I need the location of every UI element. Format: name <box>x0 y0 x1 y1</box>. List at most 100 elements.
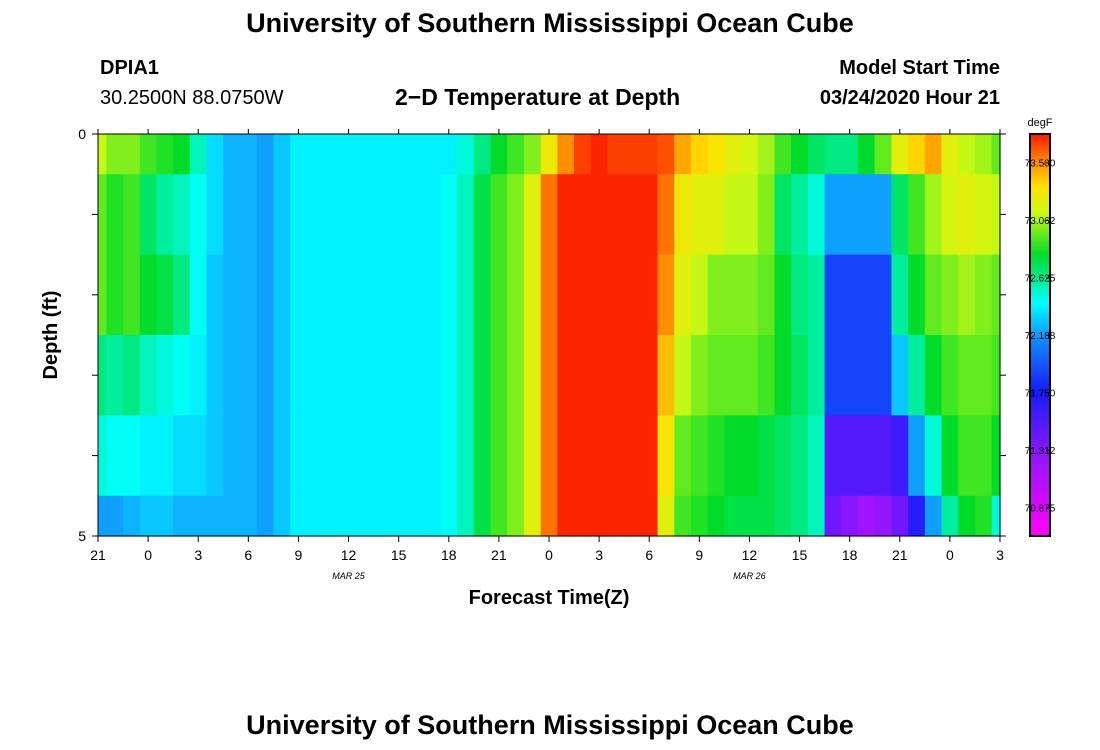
heatmap-cell <box>690 254 709 336</box>
colorbar-tick-label: 72.188 <box>1025 331 1056 342</box>
heatmap-cell <box>473 174 492 256</box>
heatmap-cell <box>640 415 659 497</box>
heatmap-cell <box>206 174 224 256</box>
heatmap-cell <box>974 335 993 416</box>
heatmap-cell <box>373 254 391 336</box>
page-title-top: University of Southern Mississippi Ocean… <box>246 8 854 38</box>
heatmap-cell <box>223 495 241 537</box>
heatmap-cell <box>924 415 943 497</box>
x-tick-label: 0 <box>545 547 553 563</box>
heatmap-cell <box>323 134 341 175</box>
heatmap-cell <box>724 335 742 416</box>
heatmap-cell <box>98 495 107 537</box>
heatmap-cell <box>607 174 625 256</box>
heatmap-cell <box>557 415 575 497</box>
heatmap-cell <box>824 254 842 336</box>
colorbar-tick-label: 71.312 <box>1025 446 1056 457</box>
heatmap-cell <box>173 174 191 256</box>
heatmap-cell <box>607 254 625 336</box>
heatmap-cell <box>590 134 609 175</box>
heatmap-cell <box>874 254 893 336</box>
heatmap-cell <box>807 495 826 537</box>
heatmap-cell <box>273 335 291 416</box>
heatmap-cell <box>690 134 709 175</box>
y-tick-label: 5 <box>78 528 86 544</box>
colorbar-tick-label: 72.625 <box>1025 273 1056 284</box>
heatmap-cell <box>757 495 776 537</box>
heatmap-cell <box>991 415 1001 497</box>
heatmap-cell <box>306 174 325 256</box>
heatmap-cell <box>741 335 759 416</box>
heatmap-cell <box>924 254 943 336</box>
station-coordinates: 30.2500N 88.0750W <box>100 87 284 109</box>
heatmap-cell <box>674 495 692 537</box>
heatmap-cell <box>523 254 542 336</box>
x-tick-label: 18 <box>441 547 457 563</box>
heatmap-cell <box>273 415 291 497</box>
x-tick-label: 3 <box>996 547 1004 563</box>
heatmap-cell <box>323 254 341 336</box>
heatmap-cell <box>557 495 575 537</box>
heatmap-cell <box>607 335 625 416</box>
heatmap-cell <box>139 254 158 336</box>
heatmap-cell <box>407 415 425 497</box>
heatmap-cell <box>457 415 475 497</box>
heatmap-cell <box>440 335 458 416</box>
heatmap-cell <box>690 335 709 416</box>
x-tick-label: 9 <box>295 547 303 563</box>
heatmap-cell <box>908 134 926 175</box>
heatmap-cell <box>507 335 525 416</box>
heatmap-cell <box>574 495 592 537</box>
heatmap-cell <box>590 174 609 256</box>
heatmap-cell <box>356 254 375 336</box>
heatmap-cell <box>958 174 976 256</box>
heatmap-cell <box>824 134 842 175</box>
heatmap-cell <box>941 174 959 256</box>
heatmap-cell <box>223 335 241 416</box>
heatmap-cell <box>774 254 792 336</box>
heatmap-cell <box>156 254 174 336</box>
heatmap-cell <box>874 335 893 416</box>
heatmap-cell <box>991 134 1001 175</box>
heatmap-cell <box>98 335 107 416</box>
heatmap-cell <box>858 254 876 336</box>
heatmap-cell <box>173 134 191 175</box>
heatmap-cell <box>657 134 675 175</box>
heatmap-cell <box>390 174 408 256</box>
heatmap-cell <box>457 254 475 336</box>
heatmap-cell <box>791 134 809 175</box>
heatmap-cell <box>106 174 124 256</box>
heatmap-cell <box>908 415 926 497</box>
colorbar-units-label: degF <box>1027 117 1052 129</box>
heatmap-cell <box>239 174 258 256</box>
heatmap-cell <box>323 335 341 416</box>
heatmap-cell <box>540 335 558 416</box>
x-tick-label: 3 <box>194 547 202 563</box>
heatmap-cells <box>98 134 1001 537</box>
heatmap-cell <box>507 174 525 256</box>
heatmap-cell <box>674 335 692 416</box>
heatmap-cell <box>574 415 592 497</box>
heatmap-cell <box>874 415 893 497</box>
heatmap-cell <box>974 254 993 336</box>
heatmap-cell <box>607 495 625 537</box>
heatmap-cell <box>991 254 1001 336</box>
heatmap-cell <box>473 254 492 336</box>
heatmap-cell <box>874 495 893 537</box>
heatmap-cell <box>189 254 208 336</box>
heatmap-cell <box>908 174 926 256</box>
heatmap-cell <box>239 254 258 336</box>
heatmap-cell <box>874 134 893 175</box>
heatmap-cell <box>674 254 692 336</box>
heatmap-cell <box>624 495 642 537</box>
heatmap-cell <box>858 495 876 537</box>
heatmap-cell <box>941 335 959 416</box>
heatmap-cell <box>674 415 692 497</box>
heatmap-cell <box>173 415 191 497</box>
heatmap-cell <box>858 174 876 256</box>
heatmap-cell <box>640 335 659 416</box>
heatmap-cell <box>123 134 141 175</box>
heatmap-cell <box>523 415 542 497</box>
heatmap-cell <box>290 495 308 537</box>
heatmap-cell <box>674 174 692 256</box>
